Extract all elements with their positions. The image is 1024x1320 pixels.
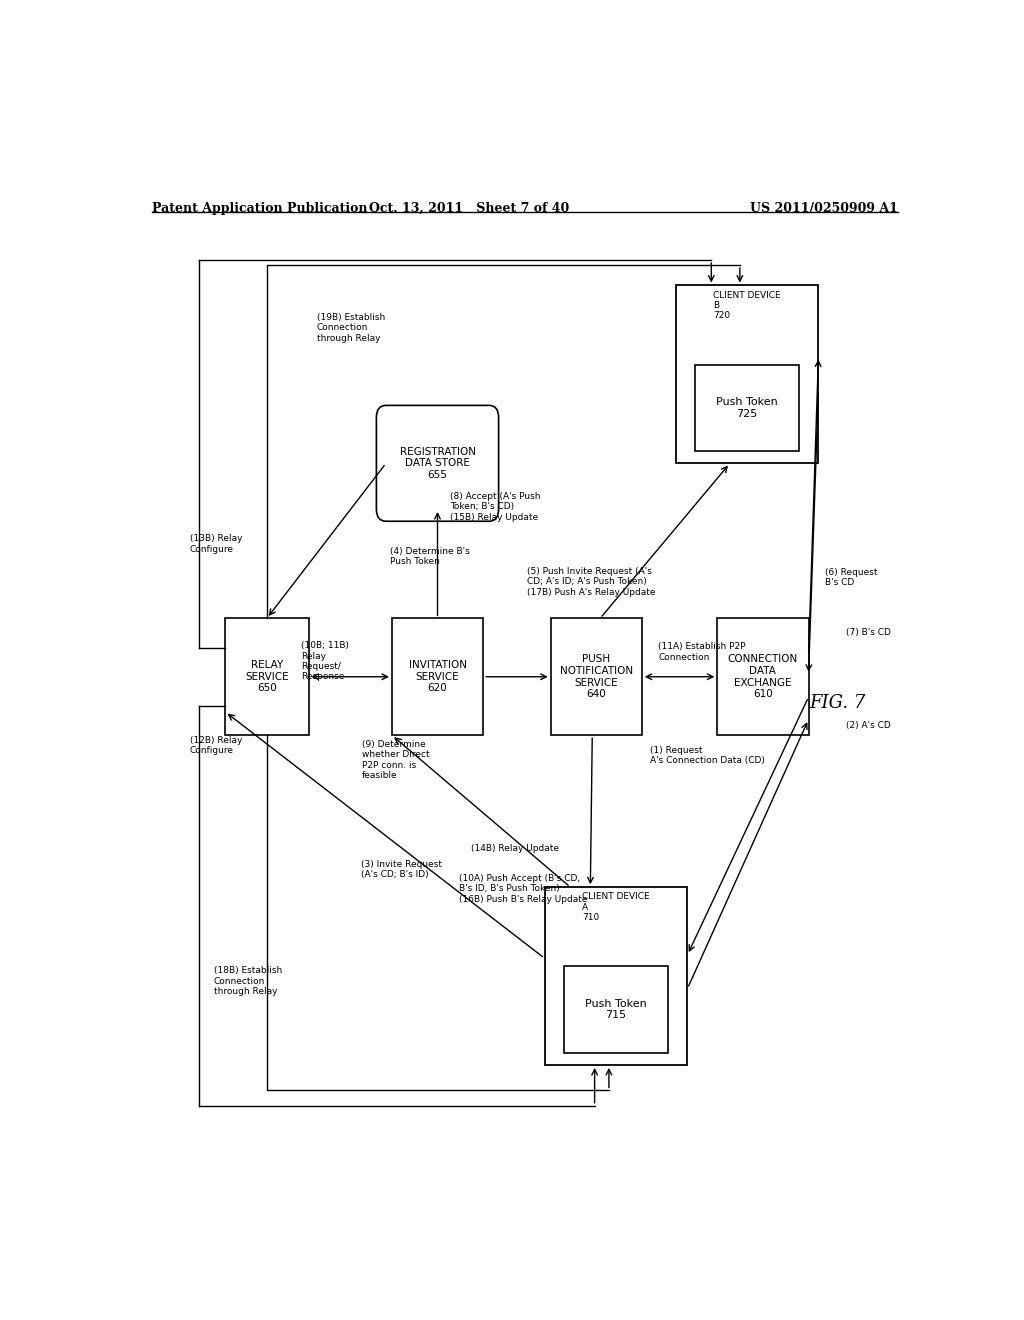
Text: (14B) Relay Update: (14B) Relay Update [471,845,559,854]
Text: FIG. 7: FIG. 7 [809,694,865,713]
Text: (6) Request
B's CD: (6) Request B's CD [824,568,878,587]
Text: Oct. 13, 2011   Sheet 7 of 40: Oct. 13, 2011 Sheet 7 of 40 [369,202,569,215]
FancyBboxPatch shape [377,405,499,521]
Text: REGISTRATION
DATA STORE
655: REGISTRATION DATA STORE 655 [399,446,475,480]
Text: US 2011/0250909 A1: US 2011/0250909 A1 [750,202,898,215]
Text: (5) Push Invite Request (A's
CD; A's ID; A's Push Token)
(17B) Push A's Relay Up: (5) Push Invite Request (A's CD; A's ID;… [527,568,655,597]
Text: (19B) Establish
Connection
through Relay: (19B) Establish Connection through Relay [316,313,385,343]
Bar [225,618,308,735]
Bar [545,887,687,1065]
Bar [676,285,818,463]
Text: CLIENT DEVICE
B
720: CLIENT DEVICE B 720 [713,290,781,321]
Bar [551,618,642,735]
Text: Patent Application Publication: Patent Application Publication [152,202,368,215]
Text: (1) Request
A's Connection Data (CD): (1) Request A's Connection Data (CD) [650,746,765,766]
Text: CLIENT DEVICE
A
710: CLIENT DEVICE A 710 [583,892,650,923]
Bar [392,618,483,735]
Text: (12B) Relay
Configure: (12B) Relay Configure [189,735,243,755]
Text: (4) Determine B's
Push Token: (4) Determine B's Push Token [390,546,470,566]
Text: (7) B's CD: (7) B's CD [846,628,891,638]
Bar [717,618,809,735]
Text: (11A) Establish P2P
Connection: (11A) Establish P2P Connection [658,643,745,661]
Bar [564,966,668,1053]
Text: PUSH
NOTIFICATION
SERVICE
640: PUSH NOTIFICATION SERVICE 640 [560,655,633,700]
Text: (8) Accept (A's Push
Token; B's CD)
(15B) Relay Update: (8) Accept (A's Push Token; B's CD) (15B… [451,492,541,521]
Text: (10A) Push Accept (B's CD,
B's ID, B's Push Token)
(16B) Push B's Relay Update: (10A) Push Accept (B's CD, B's ID, B's P… [459,874,588,904]
Text: INVITATION
SERVICE
620: INVITATION SERVICE 620 [409,660,467,693]
Bar [695,364,799,451]
Text: (18B) Establish
Connection
through Relay: (18B) Establish Connection through Relay [214,966,282,997]
Text: (9) Determine
whether Direct
P2P conn. is
feasible: (9) Determine whether Direct P2P conn. i… [362,739,430,780]
Text: (13B) Relay
Configure: (13B) Relay Configure [189,535,243,554]
Text: Push Token
725: Push Token 725 [716,397,778,418]
Text: (10B; 11B)
Relay
Request/
Response: (10B; 11B) Relay Request/ Response [301,642,349,681]
Text: CONNECTION
DATA
EXCHANGE
610: CONNECTION DATA EXCHANGE 610 [728,655,798,700]
Text: (3) Invite Request
(A's CD; B's ID): (3) Invite Request (A's CD; B's ID) [360,859,441,879]
Text: Push Token
715: Push Token 715 [585,999,647,1020]
Text: RELAY
SERVICE
650: RELAY SERVICE 650 [245,660,289,693]
Text: (2) A's CD: (2) A's CD [846,722,891,730]
